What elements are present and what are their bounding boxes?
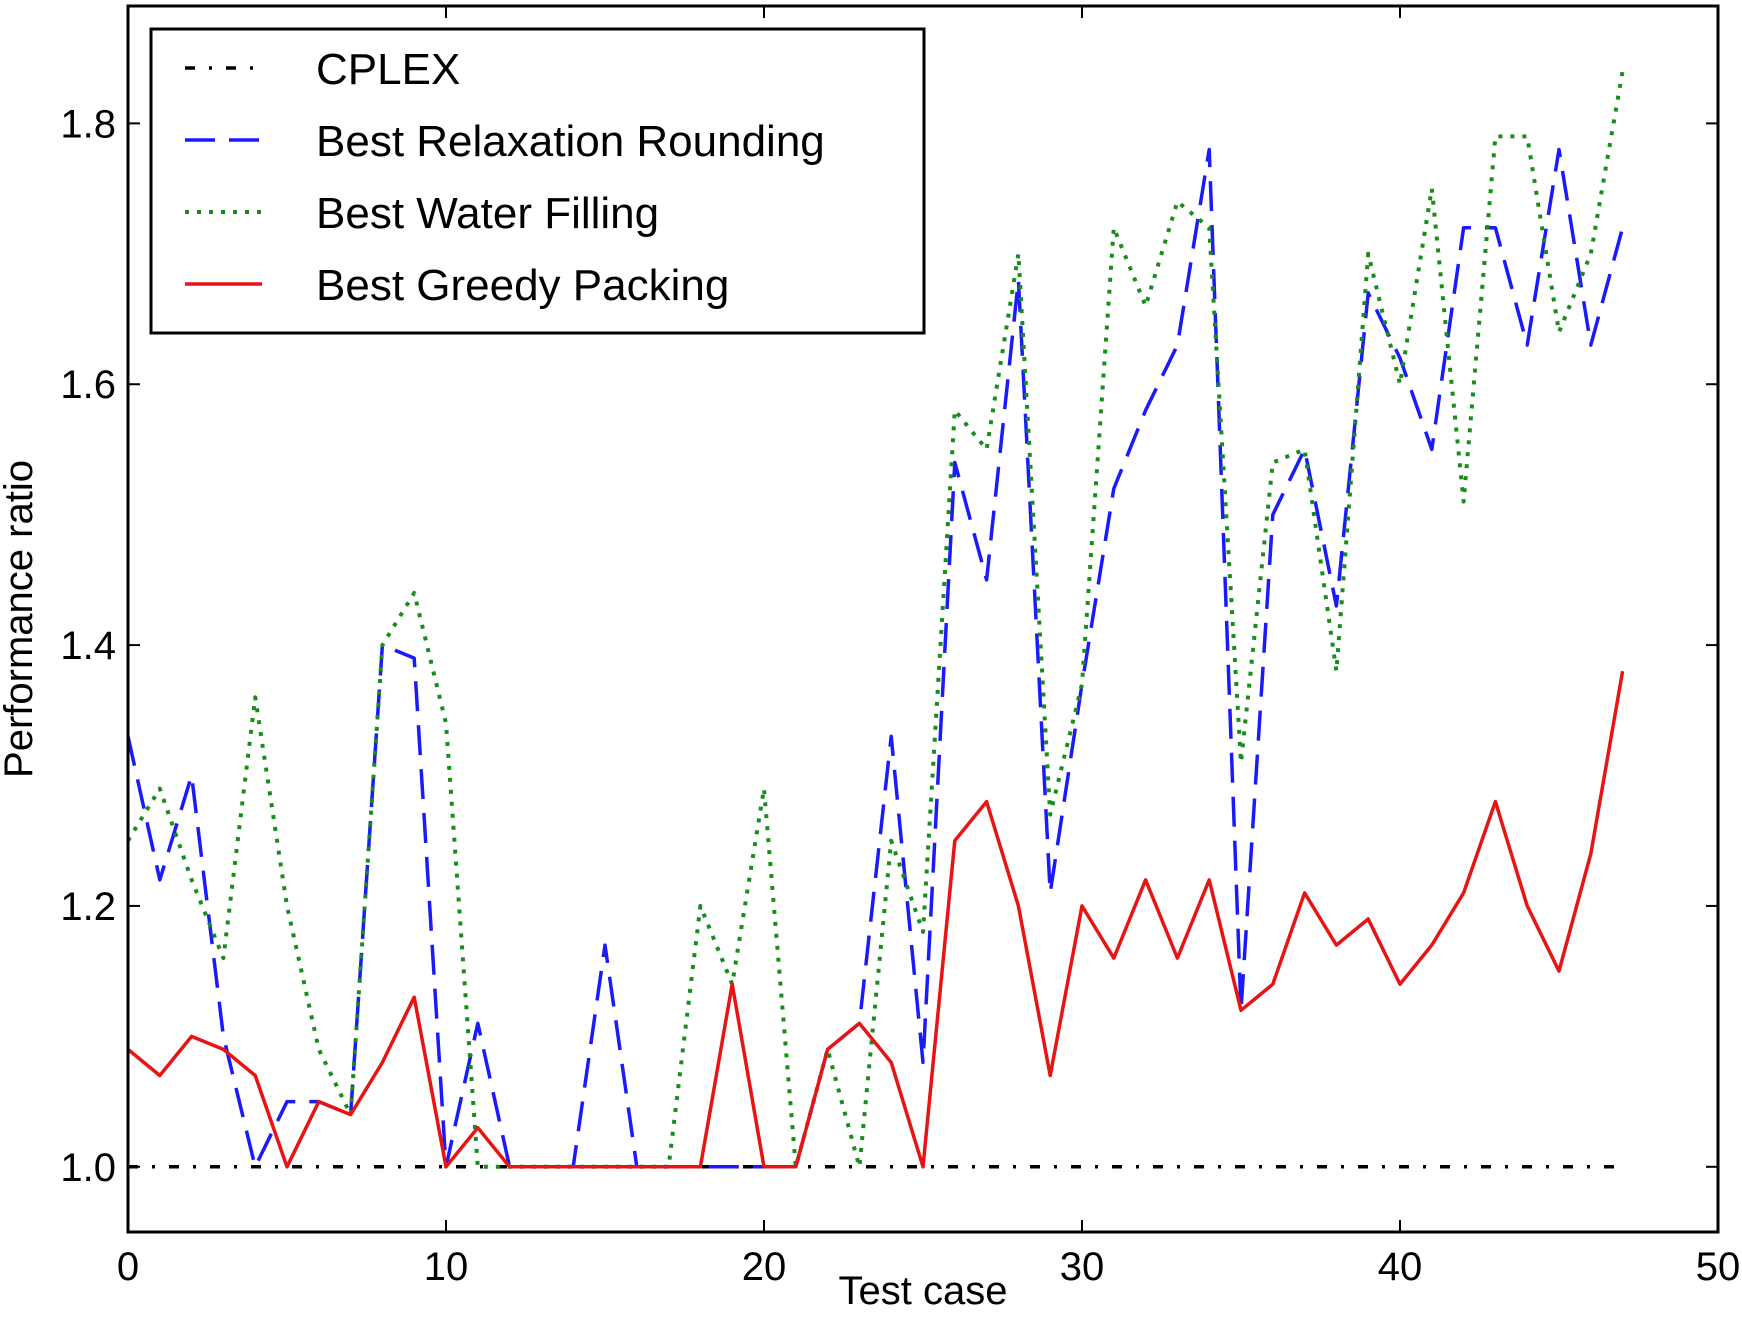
x-tick-label: 10	[424, 1245, 469, 1289]
y-tick-label: 1.8	[60, 102, 116, 146]
plot-frame	[126, 4, 1720, 1234]
y-tick-label: 1.4	[60, 624, 116, 668]
series-line-3	[128, 670, 1625, 1169]
x-tick-label: 0	[117, 1245, 139, 1289]
legend-label-3: Best Greedy Packing	[316, 261, 729, 310]
x-tick-label: 40	[1378, 1245, 1423, 1289]
series-layer	[128, 70, 1625, 1169]
x-tick-label: 50	[1696, 1245, 1741, 1289]
legend: CPLEX Best Relaxation Rounding Best Water …	[149, 27, 926, 335]
y-axis: 1.0 1.2 1.4 1.6 1.8	[60, 102, 1718, 1190]
x-tick-label: 30	[1060, 1245, 1105, 1289]
x-axis: 0 10 20 30 40 50	[117, 6, 1740, 1289]
x-axis-label: Test case	[839, 1269, 1008, 1313]
legend-label-2: Best Water Filling	[316, 189, 659, 238]
y-axis-label: Performance ratio	[0, 460, 41, 778]
plot-area	[126, 4, 1720, 1234]
y-tick-label: 1.6	[60, 363, 116, 407]
legend-label-0: CPLEX	[316, 45, 460, 94]
legend-label-1: Best Relaxation Rounding	[316, 117, 825, 166]
legend-box	[149, 27, 926, 335]
y-tick-label: 1.2	[60, 885, 116, 929]
series-line-2	[128, 70, 1625, 1169]
x-tick-label: 20	[742, 1245, 787, 1289]
y-tick-label: 1.0	[60, 1146, 116, 1190]
